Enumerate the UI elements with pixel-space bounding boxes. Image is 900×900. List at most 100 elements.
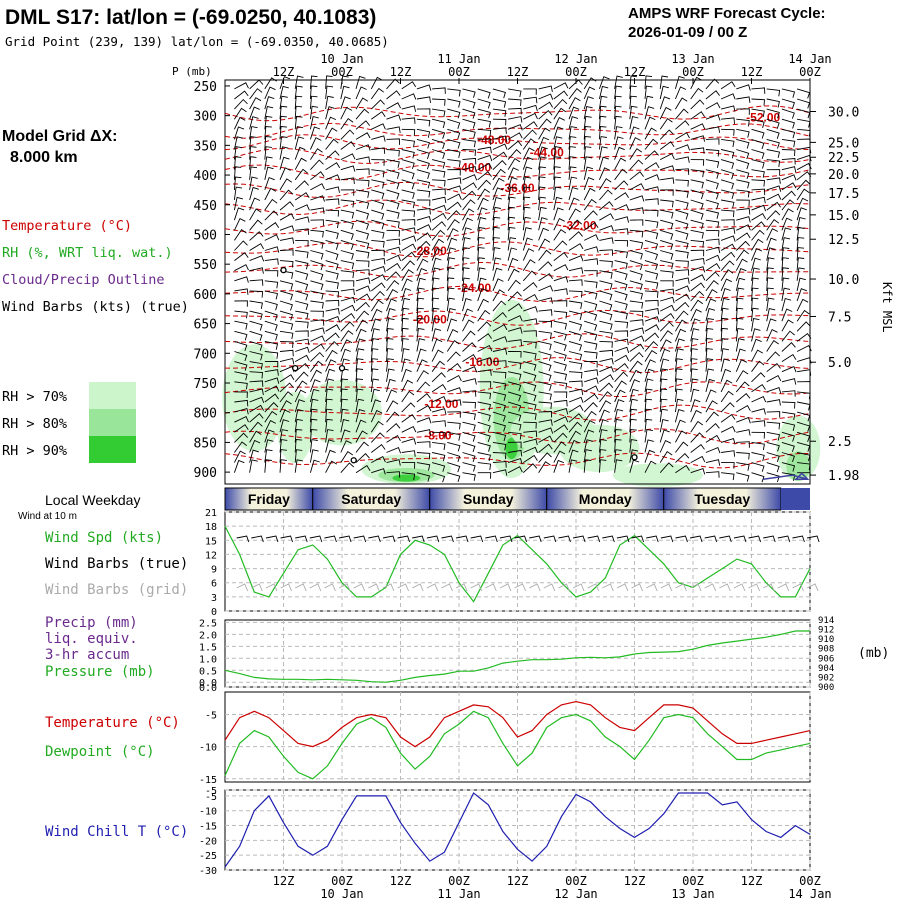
wind-barb bbox=[401, 297, 411, 312]
wind-barb bbox=[629, 207, 644, 214]
wind-barb bbox=[507, 167, 519, 180]
wind-barb bbox=[477, 118, 492, 128]
wind-barb bbox=[614, 157, 627, 170]
wind-barb bbox=[309, 449, 319, 463]
wind-barb bbox=[477, 462, 492, 471]
precip-accum-label: 3-hr accum bbox=[45, 647, 129, 663]
wind-barb bbox=[492, 421, 506, 432]
wind-barb bbox=[233, 176, 242, 190]
wind-barb bbox=[309, 459, 320, 473]
wind-barb bbox=[538, 297, 553, 304]
wind-barb bbox=[690, 111, 705, 120]
wind-barb bbox=[462, 342, 477, 352]
wind-barb bbox=[249, 88, 263, 100]
wind-barb bbox=[233, 126, 245, 140]
wind-barb bbox=[462, 227, 472, 241]
wind-barb bbox=[295, 310, 309, 320]
wind-barb bbox=[629, 388, 639, 403]
wind-barb bbox=[446, 257, 456, 271]
wind-barb bbox=[310, 183, 325, 191]
wind-barb bbox=[568, 361, 583, 370]
height-tick-label: 1.98 bbox=[828, 469, 859, 484]
wind-barb bbox=[614, 228, 629, 235]
wind-barb bbox=[538, 146, 548, 160]
wind-barb bbox=[355, 441, 369, 453]
wind-barb bbox=[279, 85, 289, 100]
value-tick-label: -15 bbox=[199, 775, 217, 786]
wind-barb bbox=[766, 193, 782, 201]
wind-barb bbox=[371, 147, 386, 154]
wind-barb bbox=[355, 260, 370, 268]
wind-barb bbox=[675, 277, 690, 284]
wind-barb bbox=[614, 95, 622, 110]
wind-barb bbox=[310, 270, 324, 281]
wind-barb bbox=[340, 250, 354, 260]
wind-barb bbox=[736, 216, 751, 223]
wind-barb bbox=[614, 439, 622, 453]
wind-barb bbox=[659, 450, 673, 463]
wind-barb bbox=[584, 234, 599, 241]
wind-barb bbox=[705, 90, 720, 100]
wind-barb bbox=[447, 149, 461, 158]
temperature-contour bbox=[224, 134, 811, 151]
wind-barb bbox=[690, 159, 705, 166]
top-date-label: 14 Jan bbox=[788, 52, 831, 66]
wind-barb bbox=[766, 159, 781, 167]
wind-barb bbox=[477, 288, 488, 302]
wind-barb bbox=[644, 332, 660, 342]
wind-barb bbox=[659, 141, 675, 150]
wind-barb bbox=[264, 258, 279, 265]
wind-barb bbox=[796, 411, 811, 422]
wind-barb bbox=[523, 293, 538, 302]
wind-barb bbox=[705, 308, 716, 322]
wind-barb bbox=[249, 255, 265, 262]
wind-barb bbox=[386, 219, 400, 228]
wind-barb bbox=[584, 310, 598, 321]
wind-barb bbox=[659, 348, 671, 362]
wind-barb bbox=[599, 225, 614, 232]
wind-barb bbox=[477, 321, 492, 332]
wind-barb bbox=[598, 126, 607, 140]
wind-barb bbox=[371, 179, 385, 189]
wind-barb bbox=[796, 332, 812, 342]
wind-barb bbox=[447, 431, 461, 441]
wind-barb bbox=[538, 461, 551, 473]
wind-barb bbox=[249, 197, 261, 211]
wind-barb bbox=[736, 472, 750, 482]
wind-barb bbox=[340, 219, 354, 230]
wind-barb bbox=[446, 328, 459, 342]
wind-barb bbox=[674, 86, 687, 100]
wind-barb bbox=[735, 277, 746, 292]
wind-barb bbox=[735, 327, 744, 342]
wind-barb bbox=[294, 389, 307, 403]
wind-barb bbox=[279, 449, 287, 463]
wind-barb bbox=[522, 147, 535, 160]
wind-barb bbox=[583, 429, 595, 443]
surface-wind-barb bbox=[543, 535, 557, 543]
wind-barb bbox=[614, 459, 623, 473]
wind-barb bbox=[538, 419, 553, 426]
wind-barb bbox=[522, 227, 532, 241]
grid-wind-barb bbox=[704, 583, 717, 592]
wind-barb bbox=[644, 138, 658, 150]
wind-barb bbox=[507, 257, 519, 271]
wind-barb bbox=[507, 186, 517, 201]
value-tick-label: -5 bbox=[205, 792, 217, 803]
wind-barb bbox=[310, 360, 324, 372]
wind-barb bbox=[766, 351, 781, 362]
wind-barb bbox=[659, 398, 668, 413]
wind-barb bbox=[446, 339, 460, 352]
wind-barb bbox=[720, 438, 736, 445]
wind-barb bbox=[796, 108, 811, 119]
wind-barb bbox=[310, 207, 325, 214]
wind-barb bbox=[325, 359, 337, 372]
wind-barb bbox=[644, 418, 653, 433]
wind-barb bbox=[507, 401, 522, 412]
wind-barb bbox=[751, 212, 766, 221]
wind-barb bbox=[538, 371, 552, 382]
wind-barb bbox=[705, 159, 720, 168]
wind-barb bbox=[766, 237, 777, 251]
wind-barb bbox=[508, 441, 522, 449]
wind-barb bbox=[249, 176, 258, 190]
wind-barb bbox=[721, 199, 735, 209]
